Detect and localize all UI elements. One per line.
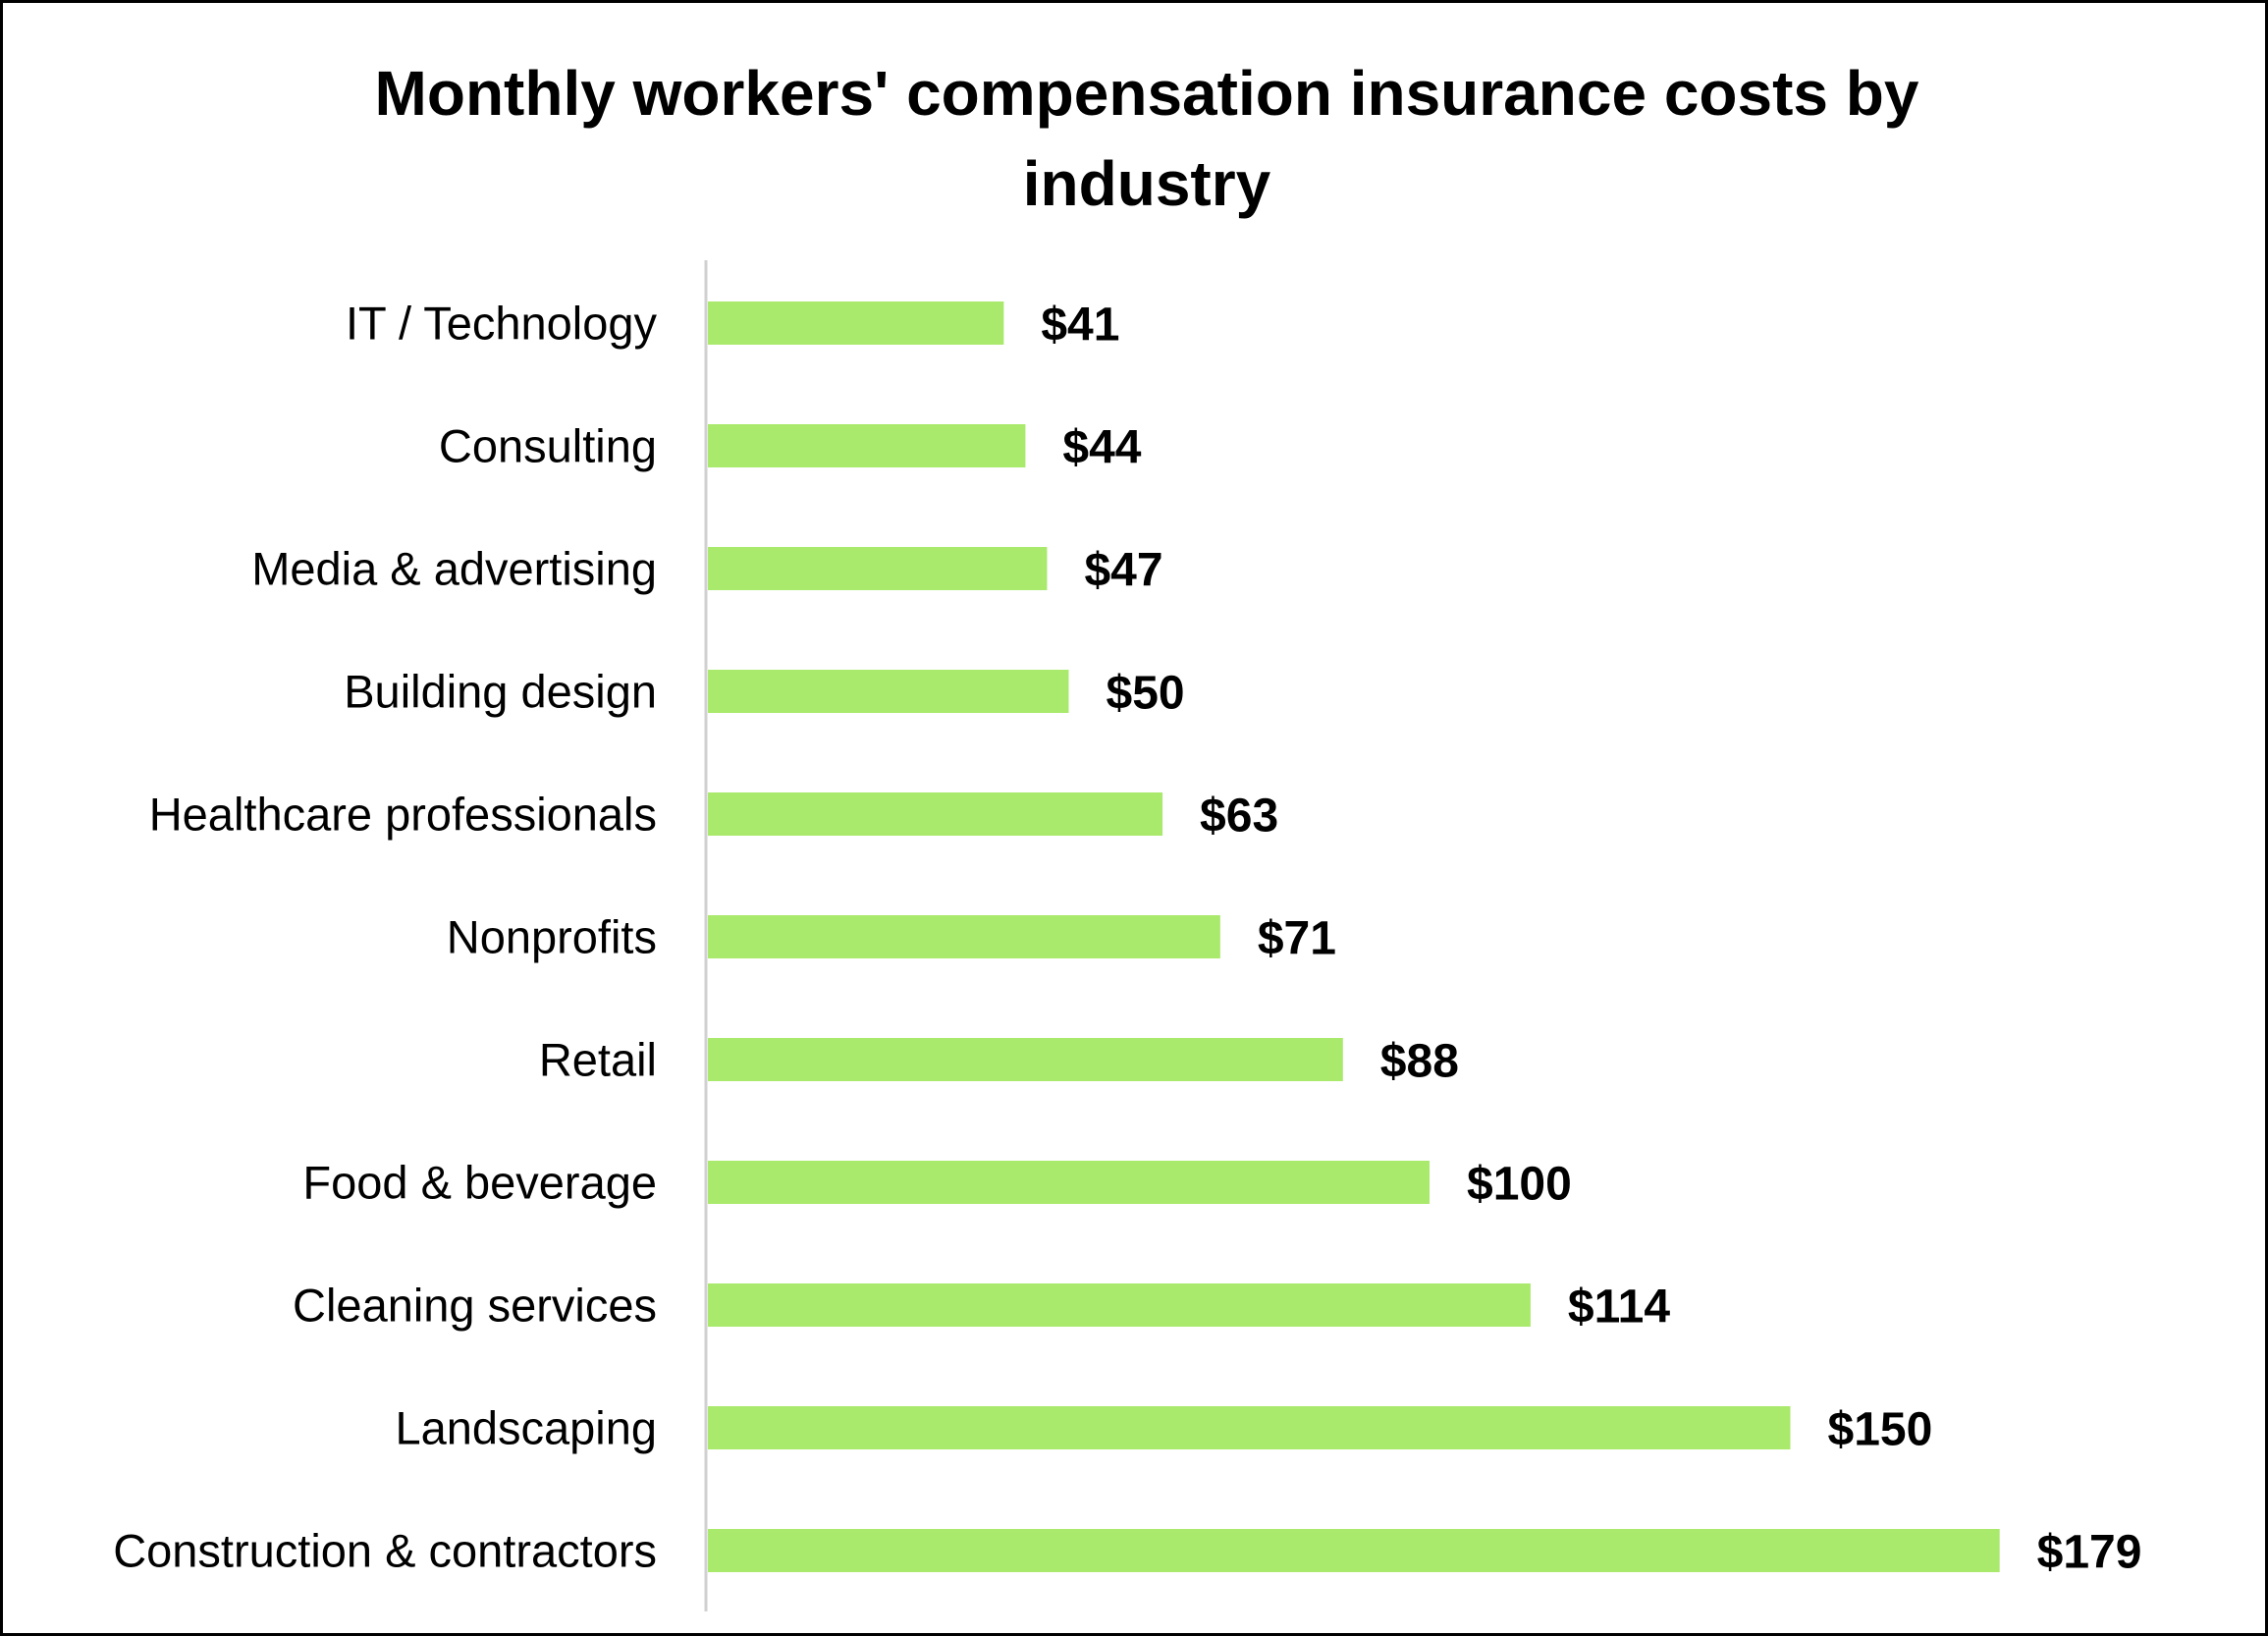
bar-8 <box>708 1283 1531 1327</box>
category-label-0: IT / Technology <box>346 298 658 350</box>
category-label-9: Landscaping <box>395 1402 657 1454</box>
value-label-10: $179 <box>2037 1527 2142 1579</box>
value-label-4: $63 <box>1200 791 1278 843</box>
value-label-1: $44 <box>1062 422 1141 474</box>
bar-chart: IT / Technology $41 Consulting $44 Media & a… <box>113 260 2141 1611</box>
category-label-2: Media & advertising <box>251 543 657 595</box>
value-label-9: $150 <box>1828 1404 1933 1456</box>
value-label-5: $71 <box>1258 913 1336 965</box>
bar-3 <box>708 670 1069 713</box>
value-label-6: $88 <box>1380 1036 1459 1088</box>
bar-2 <box>708 547 1048 590</box>
category-label-8: Cleaning services <box>293 1280 657 1332</box>
bar-1 <box>708 424 1026 467</box>
bar-4 <box>708 792 1163 836</box>
category-label-1: Consulting <box>439 420 657 472</box>
value-label-7: $100 <box>1467 1159 1572 1211</box>
value-label-8: $114 <box>1568 1282 1670 1334</box>
bar-7 <box>708 1161 1430 1204</box>
labels-layer: IT / Technology $41 Consulting $44 Media & a… <box>113 298 2141 1579</box>
category-label-7: Food & beverage <box>302 1157 657 1209</box>
bars-layer <box>708 301 2000 1572</box>
category-label-10: Construction & contractors <box>113 1525 657 1577</box>
category-label-6: Retail <box>539 1034 657 1086</box>
bar-9 <box>708 1406 1791 1449</box>
bar-5 <box>708 915 1220 958</box>
value-label-2: $47 <box>1084 545 1162 597</box>
category-label-4: Healthcare professionals <box>149 789 657 841</box>
bar-10 <box>708 1529 2000 1572</box>
value-label-0: $41 <box>1041 300 1119 352</box>
bar-6 <box>708 1038 1343 1081</box>
category-label-3: Building design <box>344 666 657 718</box>
bar-0 <box>708 301 1004 345</box>
value-label-3: $50 <box>1107 668 1185 720</box>
category-label-5: Nonprofits <box>447 911 657 963</box>
chart-title: Monthly workers' compensation insurance … <box>374 58 1919 219</box>
